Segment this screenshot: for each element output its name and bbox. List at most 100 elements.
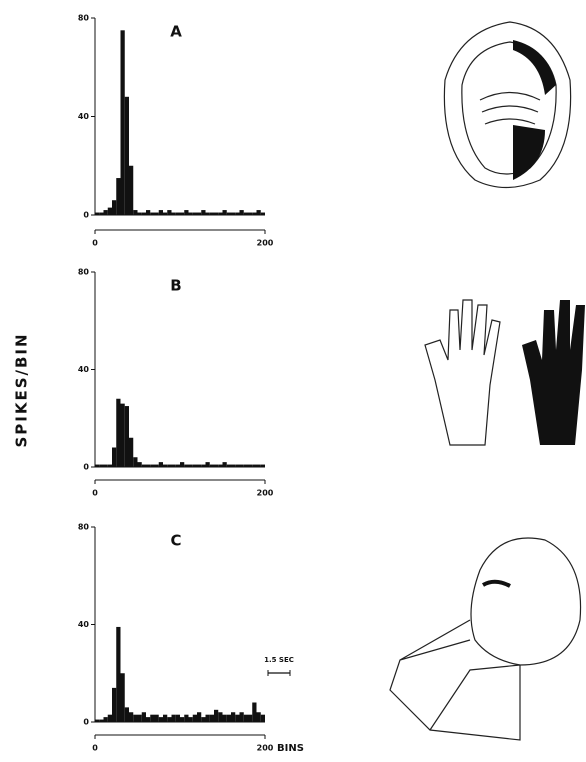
histogram-bar [256,712,261,722]
histogram-bar [205,212,210,215]
x-tick-label: 0 [92,744,98,753]
histogram-bar [163,464,168,467]
histogram-bar [188,464,193,467]
histogram-bar [133,210,138,215]
histogram-bar [180,717,185,722]
histogram-bar [201,717,206,722]
histogram-bar [260,714,265,722]
histogram-bar [163,714,168,722]
histogram-bar [120,673,125,722]
histogram-bar [248,464,253,467]
histogram-bar [201,464,206,467]
histogram-bar [226,714,231,722]
panel-title: C [170,532,181,550]
histogram-bar [197,212,202,215]
histogram-bar [137,212,142,215]
histogram-bar [184,464,189,467]
histogram-bar [141,212,146,215]
histogram-bar [231,212,236,215]
y-tick-label: 0 [83,463,89,472]
histogram-bar [222,714,227,722]
histogram-bar [184,714,189,722]
histogram-bar [248,714,253,722]
histogram-bar [243,212,248,215]
histogram-bar [107,207,112,215]
histogram-bar [214,709,219,722]
histogram-bar [150,464,155,467]
histogram-bar [171,714,176,722]
x-tick-label: 200 [257,239,274,248]
histogram-bar [129,165,134,215]
histogram-bar [239,712,244,722]
histogram-bar [218,464,223,467]
hands-drawing [424,299,585,446]
histogram-bar [154,212,159,215]
histogram-bar [243,714,248,722]
histogram-bar [235,464,240,467]
histogram-bar [171,212,176,215]
histogram-bar [103,717,108,722]
histogram-bar [158,210,163,215]
histogram-bar [158,717,163,722]
histogram-bar [120,403,125,467]
histogram-bar [103,464,108,467]
histogram-bar [124,406,129,467]
histogram-bar [141,464,146,467]
histogram-bar [154,464,159,467]
histogram-bar [116,626,121,722]
histogram-bar [256,210,261,215]
histogram-bar [141,712,146,722]
histogram-bar [95,212,100,215]
histogram-bar [235,212,240,215]
histogram-bar [192,714,197,722]
histogram-bar [226,464,231,467]
histogram-bar [107,714,112,722]
y-tick-label: 0 [83,211,89,220]
histogram-bar [133,457,138,467]
histogram-bar [124,96,129,215]
histogram-bar [129,437,134,467]
histogram-bar [146,717,151,722]
histogram-bar [150,714,155,722]
histogram-bar [231,712,236,722]
histogram-bar [192,464,197,467]
histogram-bar [133,714,138,722]
histogram-bar [243,464,248,467]
histogram-bar [214,464,219,467]
histogram-bar [201,210,206,215]
scale-bar-label: 1.5 SEC [264,656,294,664]
histogram-bar [99,719,104,722]
histogram-bar [99,464,104,467]
histogram-bar [175,714,180,722]
histogram-bar [116,398,121,467]
histogram-bar [103,210,108,215]
histogram-bar [95,464,100,467]
histogram-bar [239,210,244,215]
histogram-bar [235,714,240,722]
mouth-drawing [443,21,572,189]
histogram-bar [260,212,265,215]
histogram-bar [112,687,117,722]
histogram-bar [248,212,253,215]
histogram-bar [222,210,227,215]
histogram-bar [218,212,223,215]
x-tick-label: 0 [92,239,98,248]
histogram-bar [192,212,197,215]
histogram-bar [197,464,202,467]
histogram-bar [175,212,180,215]
histogram-bar [252,212,257,215]
histogram-bar [209,212,214,215]
y-tick-label: 80 [78,268,90,277]
histogram-bar [231,464,236,467]
histogram-bar [256,464,261,467]
histogram-bar [239,464,244,467]
histogram-bar [188,212,193,215]
histogram-bar [154,714,159,722]
histogram-bar [260,464,265,467]
histogram-bar [180,212,185,215]
x-tick-label: 0 [92,489,98,498]
histogram-bar [214,212,219,215]
histogram-bar [116,178,121,215]
